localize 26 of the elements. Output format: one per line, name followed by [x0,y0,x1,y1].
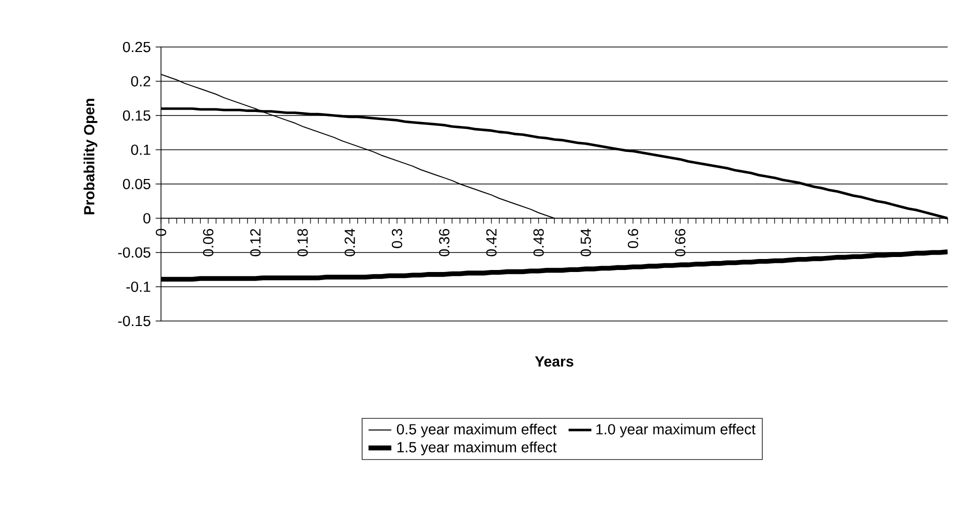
x-tick-label: 0.36 [439,228,450,256]
x-tick-label: 0.54 [580,228,592,256]
y-axis-title: Probability Open [84,98,98,214]
x-tick-label: 0.12 [250,229,261,256]
x-tick-label: 0 [156,228,166,236]
x-tick-label: 0.24 [344,228,355,256]
y-tick-label: -0.05 [118,247,150,258]
x-tick-label: 0.3 [392,228,402,248]
x-tick-label: 0.6 [628,228,638,248]
y-tick-label: 0.2 [131,76,150,86]
x-tick-label: 0.48 [533,228,544,256]
legend-label: 1.0 year maximum effect [596,424,756,438]
y-tick-label: -0.1 [126,282,150,292]
y-tick-label: 0.05 [122,178,150,190]
y-tick-label: 0 [143,213,150,224]
x-tick-label: 0.66 [675,228,686,256]
legend-label: 1.5 year maximum effect [397,442,557,456]
y-tick-label: 0.25 [122,42,150,52]
x-tick-label: 0.06 [203,228,214,256]
legend-label: 0.5 year maximum effect [396,424,557,438]
x-axis-title: Years [535,356,574,367]
y-tick-label: 0.15 [122,110,150,121]
x-tick-label: 0.42 [486,229,497,256]
x-tick-label: 0.18 [297,228,308,256]
y-tick-label: -0.15 [118,316,150,326]
y-tick-label: 0.1 [131,144,150,155]
